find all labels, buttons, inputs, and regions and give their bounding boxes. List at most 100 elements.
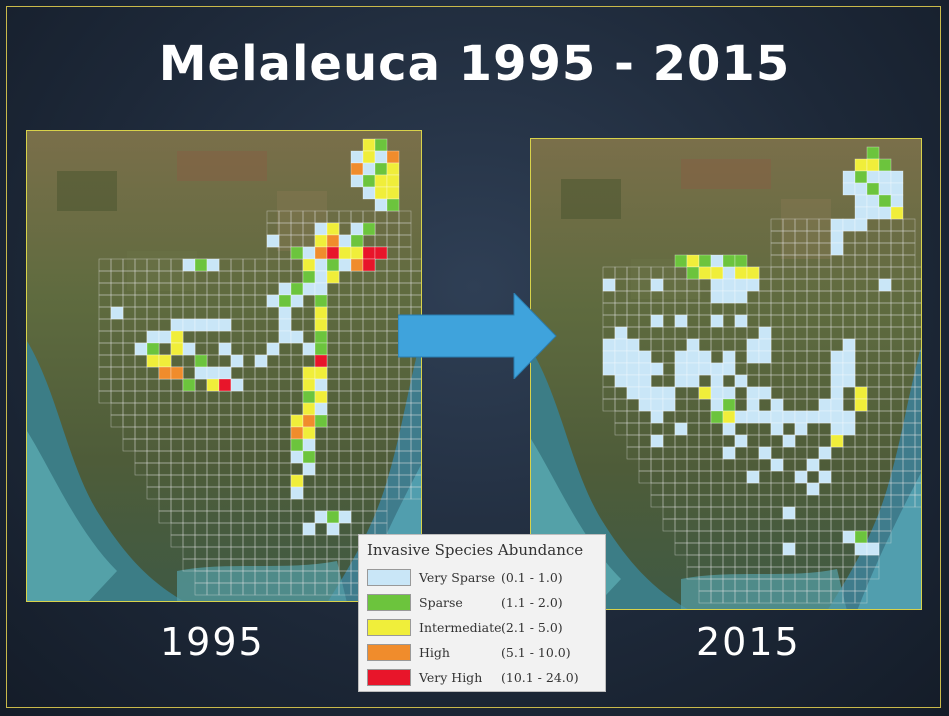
abundance-cell	[734, 434, 748, 448]
abundance-cell	[722, 446, 736, 460]
abundance-cell	[830, 218, 844, 232]
abundance-cell	[854, 398, 868, 412]
abundance-cell	[746, 410, 760, 424]
abundance-cell	[734, 266, 748, 280]
abundance-cell	[110, 306, 124, 320]
legend-swatch	[367, 619, 411, 636]
abundance-cell	[266, 294, 280, 308]
abundance-cell	[830, 230, 844, 244]
abundance-cell	[650, 398, 664, 412]
grid-cell	[914, 326, 921, 340]
abundance-cell	[674, 314, 688, 328]
abundance-cell	[854, 542, 868, 556]
abundance-cell	[302, 438, 316, 452]
abundance-cell	[350, 234, 364, 248]
abundance-cell	[722, 254, 736, 268]
abundance-cell	[734, 314, 748, 328]
grid-cell	[914, 470, 921, 484]
abundance-cell	[290, 426, 304, 440]
abundance-cell	[866, 194, 880, 208]
abundance-cell	[710, 314, 724, 328]
abundance-cell	[350, 222, 364, 236]
grid-cell	[914, 374, 921, 388]
legend-swatch	[367, 644, 411, 661]
abundance-cell	[806, 482, 820, 496]
abundance-cell	[194, 258, 208, 272]
abundance-cell	[698, 254, 712, 268]
abundance-cell	[314, 378, 328, 392]
abundance-cell	[674, 350, 688, 364]
abundance-cell	[890, 182, 904, 196]
slide-title: Melaleuca 1995 - 2015	[158, 36, 791, 92]
abundance-cell	[170, 342, 184, 356]
legend-swatch	[367, 594, 411, 611]
abundance-cell	[866, 146, 880, 160]
legend-item-very-high: Very High (10.1 - 24.0)	[367, 667, 603, 689]
abundance-cell	[830, 422, 844, 436]
abundance-cell	[830, 242, 844, 256]
abundance-cell	[674, 374, 688, 388]
abundance-cell	[722, 386, 736, 400]
year-label-2015: 2015	[696, 620, 801, 664]
abundance-cell	[302, 450, 316, 464]
abundance-cell	[350, 162, 364, 176]
abundance-cell	[290, 330, 304, 344]
abundance-cell	[218, 366, 232, 380]
abundance-cell	[626, 386, 640, 400]
abundance-cell	[818, 398, 832, 412]
abundance-cell	[710, 410, 724, 424]
abundance-cell	[218, 378, 232, 392]
abundance-cell	[734, 410, 748, 424]
legend-item-name: Very Sparse	[419, 570, 496, 585]
abundance-cell	[758, 326, 772, 340]
right-arrow-icon	[398, 293, 557, 379]
abundance-cell	[674, 254, 688, 268]
abundance-cell	[374, 198, 388, 212]
legend-item-range: (1.1 - 2.0)	[501, 595, 563, 610]
abundance-cell	[626, 338, 640, 352]
abundance-cell	[698, 386, 712, 400]
abundance-cell	[626, 374, 640, 388]
legend-swatch	[367, 669, 411, 686]
abundance-cell	[710, 254, 724, 268]
abundance-cell	[302, 378, 316, 392]
abundance-cell	[746, 266, 760, 280]
abundance-cell	[758, 410, 772, 424]
legend-item-range: (5.1 - 10.0)	[501, 645, 571, 660]
abundance-cell	[290, 486, 304, 500]
abundance-cell	[290, 438, 304, 452]
abundance-cell	[146, 354, 160, 368]
abundance-cells-2015	[602, 146, 904, 556]
abundance-cell	[710, 290, 724, 304]
abundance-cell	[794, 422, 808, 436]
abundance-cell	[854, 218, 868, 232]
legend-item-very-sparse: Very Sparse (0.1 - 1.0)	[367, 567, 603, 589]
abundance-cell	[362, 186, 376, 200]
abundance-cell	[782, 506, 796, 520]
abundance-cell	[278, 294, 292, 308]
abundance-cell	[170, 366, 184, 380]
abundance-cell	[878, 278, 892, 292]
grid-cell	[914, 434, 921, 448]
abundance-cell	[746, 338, 760, 352]
abundance-cell	[650, 278, 664, 292]
abundance-cell	[866, 182, 880, 196]
abundance-cell	[710, 362, 724, 376]
abundance-cell	[650, 410, 664, 424]
abundance-cell	[854, 206, 868, 220]
abundance-cell	[194, 318, 208, 332]
abundance-cell	[734, 374, 748, 388]
abundance-cell	[290, 450, 304, 464]
abundance-cell	[182, 378, 196, 392]
abundance-cell	[650, 362, 664, 376]
abundance-cell	[266, 234, 280, 248]
map-1995	[26, 130, 422, 602]
legend-item-sparse: Sparse (1.1 - 2.0)	[367, 592, 603, 614]
grid-cell	[914, 410, 921, 424]
abundance-cell	[674, 362, 688, 376]
abundance-cell	[650, 386, 664, 400]
abundance-cell	[314, 402, 328, 416]
abundance-cell	[770, 458, 784, 472]
legend-item-name: Sparse	[419, 595, 463, 610]
abundance-cell	[722, 266, 736, 280]
